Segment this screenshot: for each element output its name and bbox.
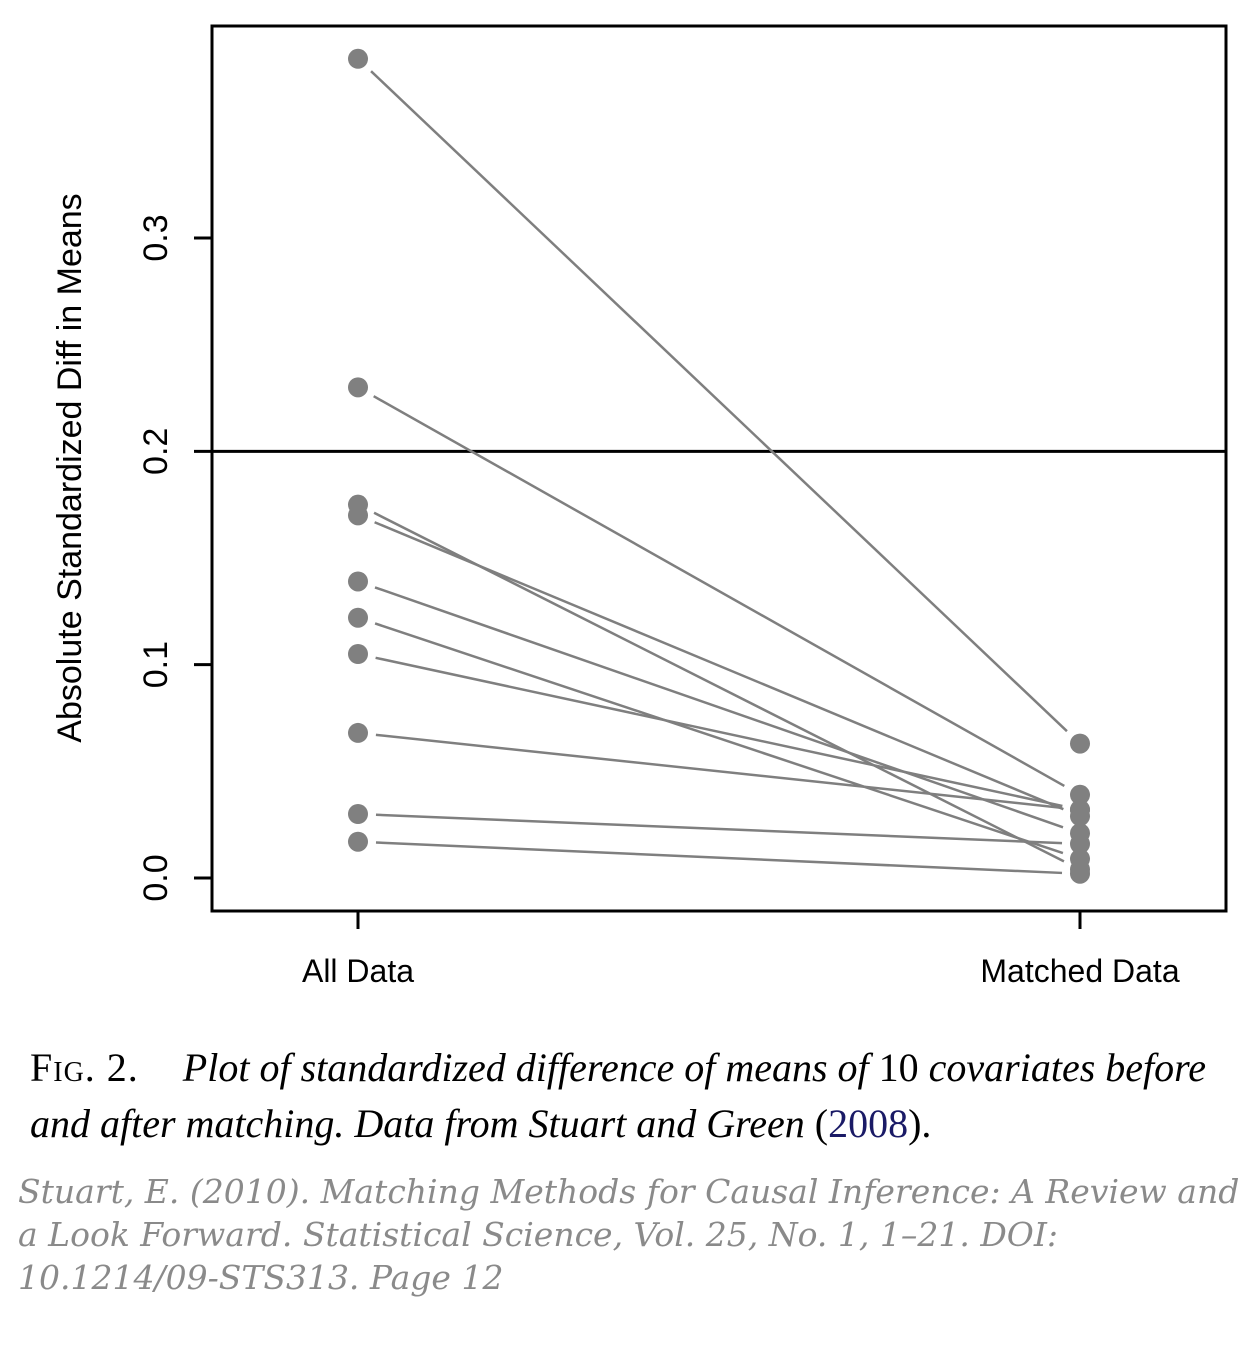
data-point-covariate-8-all xyxy=(348,722,368,743)
y-tick-label: 0.3 xyxy=(137,214,175,261)
x-axis: All Data Matched Data xyxy=(302,911,1180,989)
data-point-covariate-9-all xyxy=(348,804,368,824)
series-line-covariate-6 xyxy=(374,622,1064,855)
plot-frame xyxy=(210,24,1228,913)
series-line-covariate-10 xyxy=(375,841,1063,875)
data-point-covariate-2-all xyxy=(348,377,368,398)
y-tick-label: 0.0 xyxy=(137,854,175,901)
series-line-covariate-1 xyxy=(370,70,1068,733)
figure-caption: Fig. 2. Plot of standardized difference o… xyxy=(30,1045,1206,1146)
data-point-covariate-10-matched xyxy=(1070,863,1090,884)
citation-year-link[interactable]: 2008 xyxy=(828,1101,909,1146)
data-point-covariate-6-all xyxy=(348,607,368,628)
x-category-label: Matched Data xyxy=(980,953,1179,989)
data-point-covariate-9-matched xyxy=(1070,833,1090,854)
caption-count: 10 xyxy=(878,1045,919,1090)
source-citation: Stuart, E. (2010). Matching Methods for … xyxy=(18,1172,1240,1297)
series-line-covariate-2 xyxy=(373,395,1065,788)
data-point-covariate-5-all xyxy=(348,571,368,592)
data-points xyxy=(348,48,1090,884)
series-line-covariate-7 xyxy=(375,656,1063,808)
figure-label: Fig. 2. xyxy=(30,1045,139,1090)
chart: 0.0 0.1 0.2 0.3 All Data Matched Data Absolu… xyxy=(51,24,1228,989)
series-line-covariate-9 xyxy=(375,813,1063,845)
y-tick-label: 0.2 xyxy=(137,428,175,475)
series-lines xyxy=(370,70,1068,875)
data-point-covariate-2-matched xyxy=(1070,784,1090,805)
data-point-covariate-7-all xyxy=(348,644,368,664)
data-point-covariate-1-matched xyxy=(1070,733,1090,754)
data-point-covariate-8-matched xyxy=(1070,799,1090,820)
caption-text-1: Plot of standardized difference of means… xyxy=(182,1045,869,1090)
series-line-covariate-8 xyxy=(375,733,1063,810)
series-line-covariate-4 xyxy=(374,521,1064,811)
data-point-covariate-10-all xyxy=(348,831,368,852)
caption-text-2: covariates before and after matching. Da… xyxy=(30,1045,1206,1146)
x-category-label: All Data xyxy=(302,953,414,989)
data-point-covariate-1-all xyxy=(348,48,368,69)
y-axis-title: Absolute Standardized Diff in Means xyxy=(51,193,89,742)
y-axis: 0.0 0.1 0.2 0.3 xyxy=(137,214,212,902)
series-line-covariate-5 xyxy=(374,586,1064,829)
data-point-covariate-6-matched xyxy=(1070,848,1090,869)
data-point-covariate-4-all xyxy=(348,505,368,526)
y-tick-label: 0.1 xyxy=(137,641,175,688)
